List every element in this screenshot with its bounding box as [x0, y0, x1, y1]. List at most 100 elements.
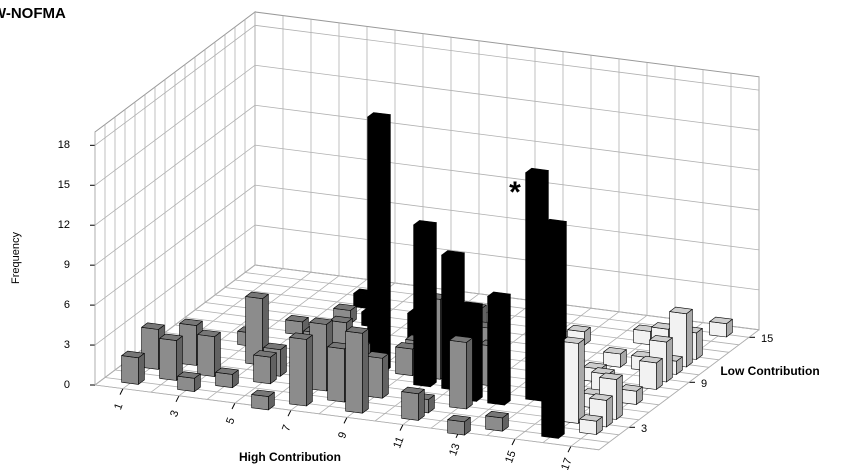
z-tick-label: 9: [701, 378, 707, 390]
grid-line: [94, 184, 256, 306]
bar: [487, 291, 511, 406]
x-tick-label: 15: [503, 449, 518, 465]
bar-top: [567, 324, 591, 333]
z-tick-label: 3: [641, 423, 647, 435]
bar-side: [504, 293, 511, 406]
x-tick-label: 7: [280, 423, 293, 433]
bar-top: [449, 335, 473, 343]
bar-top: [589, 393, 613, 401]
bar-top: [583, 362, 607, 370]
z-axis-title: Low Contribution: [720, 364, 819, 378]
bar-top: [447, 414, 471, 423]
bar-side: [558, 327, 565, 439]
bar-top: [365, 351, 389, 359]
x-tick-label: 1: [112, 402, 125, 412]
y-tick-label: 6: [64, 299, 70, 311]
bar-front: [579, 418, 597, 435]
bar-top: [345, 326, 369, 334]
x-tick: [567, 445, 572, 453]
grid-line: [94, 24, 256, 146]
grid-line: [94, 64, 256, 186]
bar-top: [401, 386, 425, 395]
bar-side: [466, 337, 473, 410]
grid-line: [94, 104, 256, 226]
bar: [669, 306, 693, 368]
y-tick-label: 15: [58, 179, 70, 191]
bar-front: [345, 330, 363, 414]
bar: [289, 332, 313, 407]
bar-top: [263, 342, 287, 351]
bar-top: [603, 347, 627, 355]
x-tick-label: 17: [559, 456, 574, 470]
annotation: *: [509, 176, 521, 209]
bar-side: [280, 344, 287, 377]
bar: [197, 329, 221, 377]
bar-top: [485, 410, 509, 419]
y-tick-label: 0: [64, 379, 70, 391]
bar-front: [215, 371, 233, 389]
bar: [121, 350, 145, 385]
bar-front: [327, 346, 345, 403]
x-tick: [119, 388, 124, 395]
bar-front: [197, 334, 215, 377]
bar-top: [599, 372, 623, 380]
y-tick-label: 18: [58, 139, 70, 151]
x-axis-line: [94, 384, 600, 451]
bar-top: [253, 350, 277, 358]
x-tick: [511, 438, 516, 446]
bar-top: [251, 389, 275, 397]
bar-front: [121, 355, 139, 385]
bar-top: [543, 218, 567, 227]
x-tick: [287, 409, 292, 417]
bar-top: [245, 291, 269, 300]
bar-front: [401, 391, 419, 421]
bar-side: [382, 353, 389, 399]
bar-top: [591, 367, 615, 375]
bar-top: [525, 167, 549, 176]
x-axis-title: High Contribution: [239, 450, 341, 464]
bar-side: [656, 358, 663, 390]
bar-side: [686, 308, 693, 368]
grid-line: [254, 64, 760, 131]
bar: [251, 389, 275, 411]
bar-front: [487, 296, 505, 406]
bar: [159, 333, 183, 381]
bar-top: [709, 316, 733, 325]
bar-front: [251, 394, 269, 411]
bar-side: [362, 328, 369, 414]
bar-top: [159, 333, 183, 341]
bar: [485, 410, 509, 432]
bar-side: [578, 338, 585, 424]
bar-side: [696, 328, 703, 360]
bar-top: [367, 112, 391, 120]
x-tick-label: 11: [391, 435, 406, 450]
y-tick-label: 12: [58, 219, 70, 231]
x-tick-label: 3: [168, 409, 181, 419]
bar: [541, 324, 565, 439]
bar-side: [430, 222, 437, 388]
grid-line: [94, 144, 256, 266]
y-tick-label: 9: [64, 259, 70, 271]
bar-top: [649, 335, 673, 343]
bar-front: [449, 339, 467, 410]
bar: [449, 335, 473, 410]
x-tick-label: 9: [336, 430, 349, 440]
x-tick: [231, 402, 236, 410]
bar-side: [138, 352, 145, 385]
x-tick: [175, 395, 180, 403]
bar: [579, 414, 603, 435]
bar-front: [253, 354, 271, 385]
bar: [413, 220, 437, 388]
bar-top: [579, 414, 603, 422]
bar-front: [159, 338, 177, 381]
grid-line: [94, 224, 256, 346]
bar-top: [285, 314, 309, 323]
bar-top: [541, 324, 565, 333]
bar: [365, 351, 389, 399]
bar-side: [384, 114, 391, 373]
bar: [603, 347, 627, 368]
bar: [639, 355, 663, 390]
bar-side: [270, 352, 277, 385]
bar-top: [619, 384, 643, 392]
